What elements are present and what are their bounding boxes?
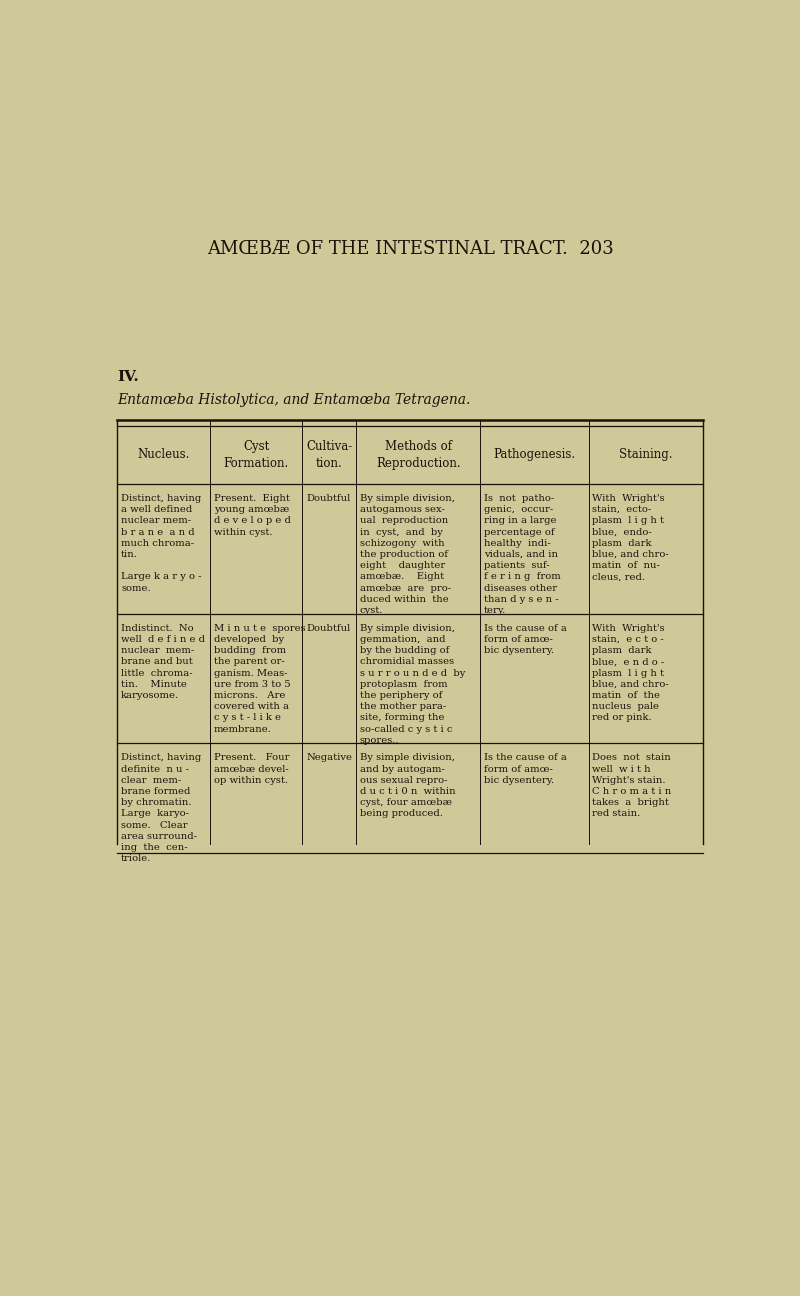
Text: Distinct, having
a well defined
nuclear mem-
b r a n e  a n d
much chroma-
tin.
: Distinct, having a well defined nuclear … xyxy=(121,494,202,592)
Text: Negative: Negative xyxy=(306,753,352,762)
Text: Pathogenesis.: Pathogenesis. xyxy=(494,448,575,461)
Text: Distinct, having
definite  n u -
clear  mem-
brane formed
by chromatin.
Large  k: Distinct, having definite n u - clear me… xyxy=(121,753,202,863)
Text: By simple division,
and by autogam-
ous sexual repro-
d u c t i 0 n  within
cyst: By simple division, and by autogam- ous … xyxy=(360,753,455,819)
Text: AMŒBÆ OF THE INTESTINAL TRACT.  203: AMŒBÆ OF THE INTESTINAL TRACT. 203 xyxy=(206,240,614,258)
Text: M i n u t e  spores
developed  by
budding  from
the parent or-
ganism. Meas-
ure: M i n u t e spores developed by budding … xyxy=(214,623,305,734)
Text: Is  not  patho-
genic,  occur-
ring in a large
percentage of
healthy  indi-
vidu: Is not patho- genic, occur- ring in a la… xyxy=(484,494,561,616)
Text: By simple division,
autogamous sex-
ual  reproduction
in  cyst,  and  by
schizog: By simple division, autogamous sex- ual … xyxy=(360,494,455,616)
Text: Doubtful: Doubtful xyxy=(306,494,350,503)
Text: Doubtful: Doubtful xyxy=(306,623,350,632)
Text: Nucleus.: Nucleus. xyxy=(138,448,190,461)
Text: With  Wright's
stain,  e c t o -
plasm  dark
blue,  e n d o -
plasm  l i g h t
b: With Wright's stain, e c t o - plasm dar… xyxy=(592,623,669,722)
Text: By simple division,
gemmation,  and
by the budding of
chromidial masses
s u r r : By simple division, gemmation, and by th… xyxy=(360,623,466,745)
Text: Cultiva-
tion.: Cultiva- tion. xyxy=(306,439,352,470)
Text: Methods of
Reproduction.: Methods of Reproduction. xyxy=(376,439,461,470)
Text: Entamœba Histolytica, and Entamœba Tetragena.: Entamœba Histolytica, and Entamœba Tetra… xyxy=(118,393,470,407)
Text: Present.  Eight
young amœbæ
d e v e l o p e d
within cyst.: Present. Eight young amœbæ d e v e l o p… xyxy=(214,494,290,537)
Text: IV.: IV. xyxy=(118,371,139,384)
Text: Does  not  stain
well  w i t h
Wright's stain.
C h r o m a t i n
takes  a  brigh: Does not stain well w i t h Wright's sta… xyxy=(592,753,671,819)
Text: Staining.: Staining. xyxy=(619,448,672,461)
Text: Indistinct.  No
well  d e f i n e d
nuclear  mem-
brane and but
little  chroma-
: Indistinct. No well d e f i n e d nuclea… xyxy=(121,623,205,700)
Text: With  Wright's
stain,  ecto-
plasm  l i g h t
blue,  endo-
plasm  dark
blue, and: With Wright's stain, ecto- plasm l i g h… xyxy=(592,494,669,582)
Text: Present.   Four
amœbæ devel-
op within cyst.: Present. Four amœbæ devel- op within cys… xyxy=(214,753,289,785)
Text: Cyst
Formation.: Cyst Formation. xyxy=(223,439,289,470)
Text: Is the cause of a
form of amœ-
bic dysentery.: Is the cause of a form of amœ- bic dysen… xyxy=(484,623,567,654)
Text: Is the cause of a
form of amœ-
bic dysentery.: Is the cause of a form of amœ- bic dysen… xyxy=(484,753,567,785)
